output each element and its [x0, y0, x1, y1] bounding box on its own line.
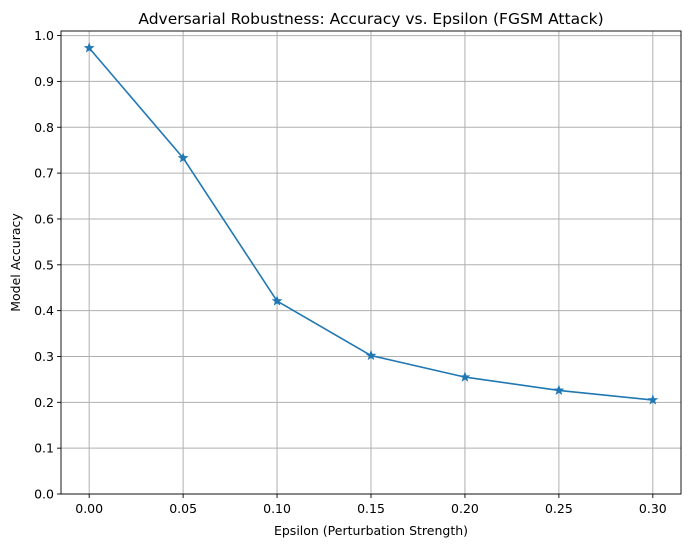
y-tick-label: 0.2: [34, 395, 54, 410]
data-point-star-icon: [365, 349, 377, 361]
y-tick-label: 0.9: [34, 74, 54, 89]
data-point-star-icon: [553, 384, 565, 395]
y-tick-label: 1.0: [34, 28, 54, 43]
data-point-star-icon: [459, 371, 471, 382]
y-tick-label: 0.4: [34, 303, 54, 318]
y-tick-label: 0.5: [34, 257, 54, 272]
axis-ticks: 0.00 0.05 0.10 0.15 0.20 0.25 0.30 0.0 0.1 0.2 0.3…: [34, 28, 667, 516]
x-tick-label: 0.10: [263, 501, 291, 516]
grid-lines: [61, 31, 681, 495]
data-point-star-icon: [83, 42, 95, 53]
y-tick-label: 0.8: [34, 120, 54, 135]
y-tick-label: 0.6: [34, 211, 54, 226]
y-tick-label: 0.3: [34, 349, 54, 364]
x-tick-label: 0.25: [545, 501, 573, 516]
x-tick-label: 0.20: [451, 501, 479, 516]
data-point-star-icon: [647, 394, 659, 405]
series-layer: [83, 42, 659, 405]
x-tick-label: 0.05: [169, 501, 197, 516]
y-tick-label: 0.0: [34, 487, 54, 502]
y-axis-label: Model Accuracy: [8, 213, 23, 312]
x-tick-label: 0.15: [357, 501, 385, 516]
y-tick-label: 0.7: [34, 166, 54, 181]
x-tick-label: 0.00: [75, 501, 103, 516]
y-tick-label: 0.1: [34, 441, 54, 456]
data-point-star-icon: [271, 295, 283, 306]
x-tick-label: 0.30: [639, 501, 667, 516]
data-point-star-icon: [177, 152, 189, 163]
x-axis-label: Epsilon (Perturbation Strength): [274, 523, 468, 538]
chart-title: Adversarial Robustness: Accuracy vs. Eps…: [138, 10, 603, 28]
